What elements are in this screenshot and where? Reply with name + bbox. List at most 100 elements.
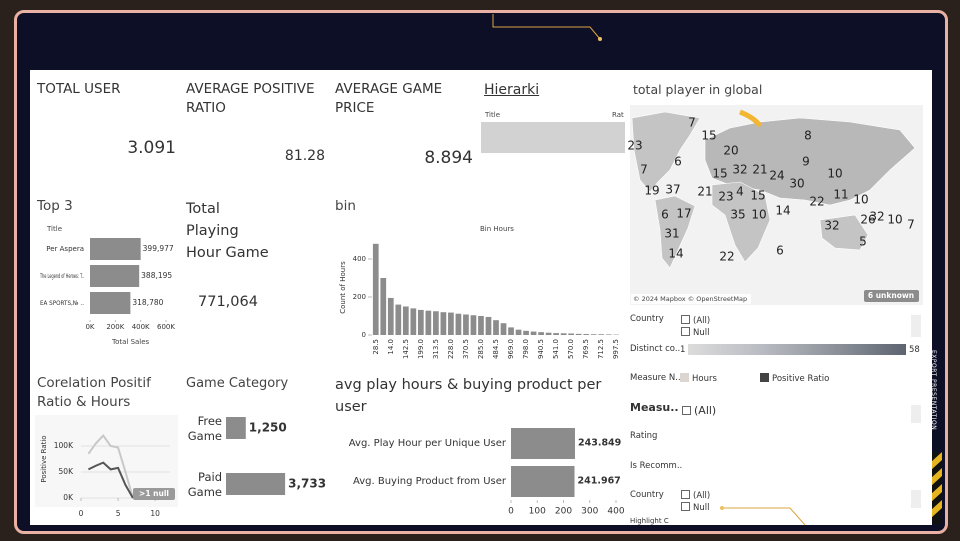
map-label: 7 <box>688 116 696 130</box>
decor-line <box>492 14 601 40</box>
filter-option[interactable]: (All) <box>682 404 716 417</box>
filter-label: Is Recomm.. <box>630 461 683 471</box>
y-tick-label: 0K <box>63 493 74 502</box>
x-tick-label: 940.5 <box>537 339 545 359</box>
bar <box>455 313 462 335</box>
attribution-bg <box>631 294 751 304</box>
scroll-stub <box>911 315 921 337</box>
map-label: 7 <box>907 218 915 232</box>
y-tick-label: 100K <box>54 441 74 450</box>
section-title: Game Category <box>186 376 289 391</box>
x-tick-label: 14.0 <box>387 339 395 355</box>
line <box>87 434 134 499</box>
filter-option[interactable]: (All) <box>681 490 710 501</box>
x-tick-label: 142.5 <box>402 339 410 359</box>
bar <box>402 306 409 335</box>
legend-text: Hours <box>692 374 717 384</box>
value-label: 318,780 <box>132 298 163 307</box>
map-label: 10 <box>887 213 902 227</box>
bar <box>598 334 605 335</box>
scroll-stub <box>911 490 921 508</box>
x-tick-label: 541.0 <box>552 339 560 359</box>
x-tick-label: 400 <box>607 507 624 517</box>
value-label: 3,733 <box>288 477 326 491</box>
x-tick-label: 798.0 <box>522 339 530 359</box>
map-label: 24 <box>769 169 784 183</box>
map-label: 6 <box>661 208 669 222</box>
kpi-value: 81.28 <box>284 148 325 164</box>
map-label: 32 <box>824 219 839 233</box>
kpi-title: TOTAL USER <box>37 81 121 97</box>
hierarchy-title: Hierarki <box>484 82 540 98</box>
bar <box>417 309 424 335</box>
land <box>654 195 696 269</box>
x-tick-label: 228.0 <box>447 339 455 359</box>
legend-label: Distinct co.. <box>630 344 681 354</box>
legend-item: Hours <box>680 373 717 384</box>
y-tick-label: 50K <box>59 467 75 476</box>
kpi-value: 3.091 <box>127 138 176 158</box>
unknown-badge <box>864 290 919 302</box>
map-label: 17 <box>676 207 691 221</box>
x-tick-label: 300 <box>581 507 598 517</box>
bar <box>478 316 484 335</box>
filter-option[interactable]: Null <box>681 327 709 338</box>
x-tick-label: 199.0 <box>417 339 425 359</box>
bar <box>448 312 454 335</box>
value-label: 241.967 <box>578 476 621 487</box>
map-label: 31 <box>664 227 679 241</box>
column-header: Title <box>47 225 63 233</box>
y-tick-label: 200 <box>353 293 366 301</box>
decor-dot <box>720 506 724 510</box>
x-tick-label: 313.5 <box>432 339 440 359</box>
map-label: 6 <box>674 155 682 169</box>
option-text: Null <box>693 503 710 513</box>
bar <box>380 278 387 335</box>
category-label: Avg. Play Hour per Unique User <box>349 438 507 449</box>
hazard-stripes <box>931 452 942 524</box>
map-label: 21 <box>752 163 767 177</box>
legend-label: Measure N.. <box>630 373 681 383</box>
map-label: 9 <box>802 155 810 169</box>
bar <box>226 417 246 439</box>
x-tick-label: 570.0 <box>567 339 575 359</box>
table-row <box>481 122 625 153</box>
category-label: EA SPORTS,№ .. <box>40 299 84 307</box>
map-label: 30 <box>789 177 804 191</box>
bar <box>545 332 552 335</box>
value-label: 399,977 <box>143 244 174 253</box>
decor-line <box>722 507 806 526</box>
bar <box>433 311 439 335</box>
map-label: 10 <box>827 167 842 181</box>
x-tick-label: 969.0 <box>507 339 515 359</box>
filter-option[interactable]: Null <box>681 502 709 513</box>
section-title: Corelation Positif Ratio & Hours <box>37 375 151 410</box>
bar <box>560 333 567 335</box>
chart-subtitle: Bin Hours <box>480 225 514 233</box>
filter-label: Country <box>630 314 664 324</box>
land <box>631 111 701 193</box>
bar <box>470 315 477 335</box>
map-label: 22 <box>719 250 734 264</box>
bar <box>523 330 529 335</box>
x-tick-label: 370.5 <box>462 339 470 359</box>
x-tick-label: 28.5 <box>372 339 380 355</box>
map-label: 32 <box>732 163 747 177</box>
bar <box>511 428 576 459</box>
category-label: Avg. Buying Product from User <box>353 476 507 487</box>
map-label: 5 <box>859 235 867 249</box>
filter-option[interactable]: (All) <box>681 315 710 326</box>
map-label: 14 <box>775 204 790 218</box>
bar <box>485 316 492 335</box>
unknown-label: 6 unknown <box>868 291 914 300</box>
section-title: bin <box>335 198 356 214</box>
section-title: Top 3 <box>37 198 73 214</box>
column-header: Rat <box>612 111 624 119</box>
filter-label: Measu.. <box>630 401 679 414</box>
kpi-title: AVERAGE GAME PRICE <box>335 81 443 116</box>
bar <box>463 314 469 335</box>
x-tick-label: 600K <box>157 323 175 331</box>
legend-min: 1 <box>680 345 686 355</box>
value-label: 388,195 <box>141 271 172 280</box>
